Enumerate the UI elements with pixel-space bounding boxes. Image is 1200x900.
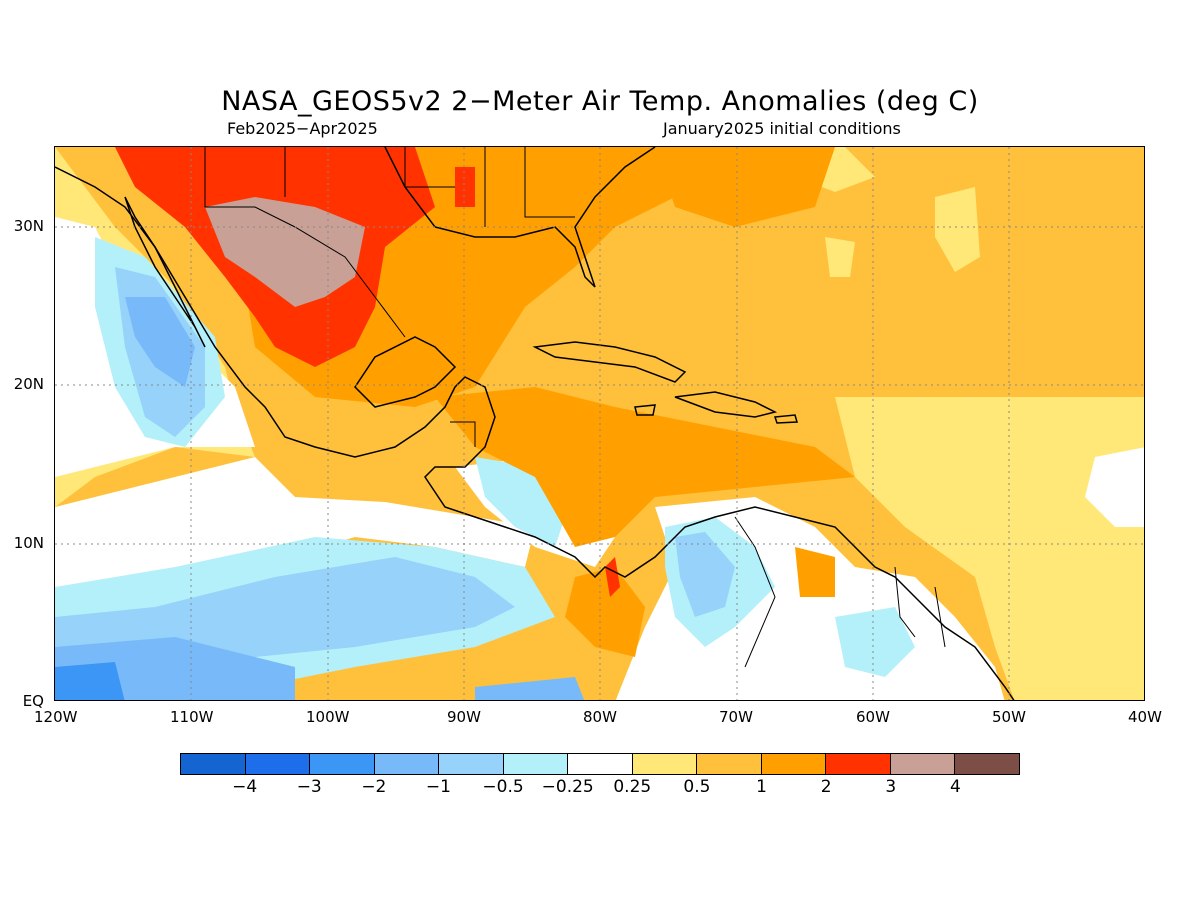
colorbar-segment <box>568 754 633 774</box>
colorbar-label: 2 <box>820 777 832 797</box>
yucatan-outline <box>354 336 457 408</box>
white-zone-east <box>1085 447 1144 527</box>
colorbar-label: −3 <box>296 777 322 797</box>
anomaly-map <box>54 146 1145 701</box>
dark-blue-zone <box>55 662 125 700</box>
colorbar-segment <box>439 754 504 774</box>
colorbar-segment <box>310 754 375 774</box>
us-state-border-4 <box>524 147 575 218</box>
colorbar-label: 1 <box>756 777 767 797</box>
lon-label: 80W <box>583 708 617 726</box>
lon-label: 70W <box>719 708 753 726</box>
colorbar-segment <box>632 754 698 774</box>
lat-label: EQ <box>22 692 44 710</box>
colorbar-segment <box>826 754 891 774</box>
jamaica-outline <box>634 404 656 416</box>
colorbar-label: −0.25 <box>541 777 594 797</box>
anomaly-map-svg <box>55 147 1144 700</box>
pink-zone-texas <box>205 197 365 307</box>
yellow-patch-atlantic <box>935 187 980 272</box>
lat-label: 30N <box>13 217 44 235</box>
graticule <box>55 147 1144 700</box>
colorbar-label: 0.25 <box>613 777 652 797</box>
blue-zone-colombia <box>675 532 735 617</box>
lat-label: 10N <box>13 534 44 552</box>
puerto-rico-outline <box>773 414 798 424</box>
south-america-border-1 <box>894 566 916 638</box>
coastlines <box>55 147 1015 700</box>
yellow-patch-atlantic-2 <box>825 237 855 277</box>
orange-zone-panama <box>565 567 645 657</box>
us-state-border-2 <box>404 147 455 188</box>
lon-label: 90W <box>447 708 481 726</box>
colorbar-segment <box>697 754 762 774</box>
colorbar-label: −0.5 <box>482 777 524 797</box>
lightblue-zone-guyana <box>835 607 915 677</box>
colorbar-segment <box>181 754 246 774</box>
colorbar-label: −4 <box>232 777 258 797</box>
lon-label: 100W <box>306 708 350 726</box>
lon-label: 50W <box>992 708 1026 726</box>
yellow-zone-east <box>835 397 1144 700</box>
red-zone-louisiana <box>455 167 475 207</box>
period-subtitle: Feb2025−Apr2025 <box>227 119 378 138</box>
orange-zone-caribbean <box>435 387 855 547</box>
colorbar-segment <box>890 754 956 774</box>
red-zone-panama <box>605 557 620 597</box>
lon-label: 40W <box>1128 708 1162 726</box>
hispaniola-outline <box>674 391 778 418</box>
mainland-coastline <box>55 166 1015 700</box>
colombia-venezuela-border <box>734 516 776 668</box>
medium-blue-zone-south <box>475 677 585 700</box>
baja-california-outline <box>124 196 206 348</box>
colorbar-label: 0.5 <box>683 777 711 797</box>
south-america-border-2 <box>934 586 946 648</box>
colorbar-label: 4 <box>949 777 961 797</box>
lat-label: 20N <box>13 375 44 393</box>
orange-zone-venezuela <box>795 547 835 597</box>
initial-conditions-subtitle: January2025 initial conditions <box>663 119 901 138</box>
cuba-outline <box>532 341 687 383</box>
map-title: NASA_GEOS5v2 2−Meter Air Temp. Anomalies… <box>221 86 979 117</box>
lon-label: 120W <box>34 708 78 726</box>
colorbar-segment <box>503 754 569 774</box>
colorbar-segment <box>374 754 440 774</box>
colorbar-segment <box>955 754 1019 774</box>
gulf-coast-outline <box>384 147 656 288</box>
medium-blue-zone-baja <box>125 297 195 387</box>
colorbar-segment <box>761 754 827 774</box>
colorbar-label: 3 <box>885 777 897 797</box>
colorbar-label: −2 <box>361 777 387 797</box>
colorbar <box>180 753 1020 775</box>
colorbar-segment <box>245 754 311 774</box>
central-america-border <box>450 421 476 447</box>
orange-zone-atlantic <box>655 147 835 227</box>
lon-label: 60W <box>856 708 890 726</box>
white-zone-pacific <box>55 457 535 587</box>
colorbar-label: −1 <box>425 777 451 797</box>
lon-label: 110W <box>170 708 214 726</box>
